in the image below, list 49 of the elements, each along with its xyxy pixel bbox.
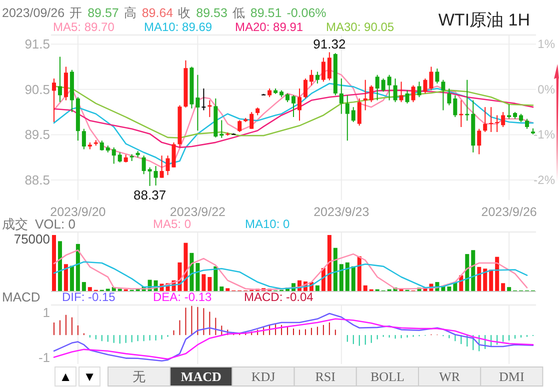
text: BOLL bbox=[370, 369, 404, 384]
text: MACD bbox=[2, 290, 40, 304]
text: MA5: 0 bbox=[153, 217, 192, 231]
chart-title: WTI原油 1H bbox=[438, 10, 530, 30]
y-tick-label: 88.5 bbox=[24, 172, 50, 188]
text: ▼ bbox=[83, 369, 96, 384]
text: 低 bbox=[232, 6, 246, 20]
text: DIF: -0.15 bbox=[62, 290, 116, 304]
text: WR bbox=[439, 369, 460, 384]
series-label: MACD: -0.04 bbox=[244, 290, 314, 304]
text: DMI bbox=[499, 369, 524, 384]
text: 75000 bbox=[14, 232, 50, 246]
x-tick-label: 2023/9/22 bbox=[170, 205, 226, 219]
text: MA30: 90.05 bbox=[326, 20, 394, 34]
text: MA10: 89.69 bbox=[144, 20, 212, 34]
text: KDJ bbox=[251, 369, 276, 384]
y2-tick-label: 1% bbox=[538, 37, 556, 52]
text: VOL: 0 bbox=[35, 216, 76, 232]
text: MA5: 89.70 bbox=[53, 20, 115, 34]
text: DEA: -0.13 bbox=[153, 290, 212, 304]
y2-tick-label: -1% bbox=[534, 128, 556, 142]
text: ▲ bbox=[59, 369, 72, 384]
x-tick-label: 2023/9/23 bbox=[314, 205, 370, 219]
text: 2023/09/26 bbox=[2, 6, 65, 20]
text: MA20: 89.91 bbox=[235, 20, 304, 34]
x-tick-label: 2023/9/26 bbox=[481, 205, 537, 219]
text: -0.06% bbox=[286, 6, 326, 20]
text: 无 bbox=[132, 369, 146, 384]
annotation: 91.32 bbox=[313, 36, 346, 52]
text: MACD bbox=[180, 369, 222, 384]
text: 收 bbox=[178, 6, 192, 20]
y-tick-label: 90.5 bbox=[24, 82, 50, 97]
y2-tick-label: -2% bbox=[534, 173, 556, 188]
text: RSI bbox=[315, 369, 336, 384]
y-tick-label: -1 bbox=[38, 350, 50, 365]
text: 89.64 bbox=[142, 6, 174, 20]
text: 89.51 bbox=[250, 6, 282, 20]
y-tick-label: 89.5 bbox=[24, 127, 50, 142]
y-tick-label: 91.5 bbox=[24, 36, 50, 52]
text: 高 bbox=[124, 5, 137, 20]
x-tick-label: 2023/9/20 bbox=[50, 205, 106, 219]
annotation: 88.37 bbox=[134, 187, 166, 202]
text: 成交 bbox=[2, 216, 28, 232]
text: MA10: 0 bbox=[245, 217, 290, 231]
text: 89.57 bbox=[88, 6, 119, 20]
y-tick-label: 1 bbox=[42, 305, 50, 320]
y2-tick-label: 0% bbox=[538, 82, 556, 96]
text: 89.53 bbox=[196, 6, 228, 20]
text: 开 bbox=[70, 6, 83, 20]
